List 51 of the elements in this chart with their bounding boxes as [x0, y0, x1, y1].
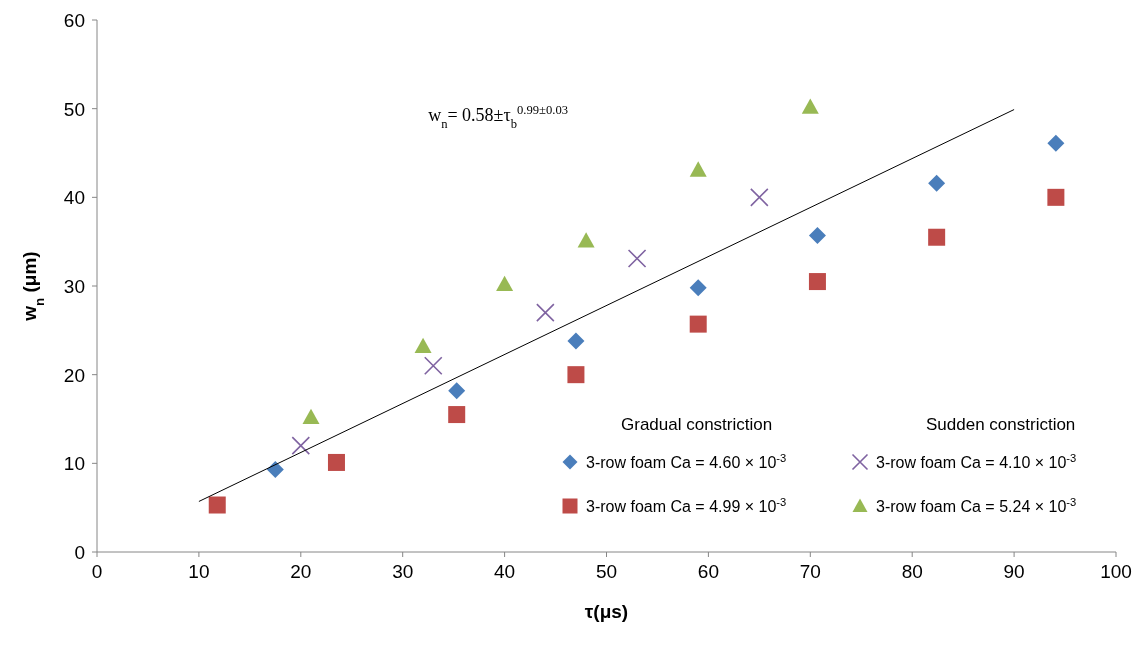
point — [750, 188, 769, 207]
point — [208, 496, 226, 514]
point — [266, 461, 284, 479]
point — [808, 226, 826, 244]
point — [1047, 134, 1065, 152]
point — [423, 356, 443, 376]
x-tick-label: 40 — [494, 561, 516, 582]
x-tick-label: 20 — [290, 561, 312, 582]
x-tick-label: 100 — [1100, 561, 1132, 582]
y-tick-label: 10 — [63, 453, 85, 475]
y-tick-label: 60 — [63, 10, 85, 31]
y-tick-label: 40 — [63, 187, 85, 209]
point — [327, 453, 345, 471]
point — [536, 303, 555, 322]
x-tick-label: 50 — [595, 561, 618, 582]
legend-label: 3-row foam Ca = 4.99 × 10$^{-3}$ — [586, 496, 787, 515]
point — [448, 382, 466, 400]
point — [627, 249, 647, 268]
point — [414, 337, 432, 354]
annotation: Sudden constriction — [926, 415, 1076, 434]
point — [689, 161, 707, 177]
x-tick-label: 0 — [91, 561, 103, 582]
x-tick-label: 30 — [392, 561, 414, 582]
point — [448, 406, 466, 424]
annotation: Gradual constriction — [621, 415, 773, 434]
x-tick-label: 10 — [188, 561, 210, 582]
point — [496, 275, 514, 292]
point — [689, 315, 707, 333]
legend-label: 3-row foam Ca = 4.60 × 10$^{-3}$ — [586, 452, 787, 471]
y-tick-label: 20 — [63, 364, 85, 386]
x-tick-label: 60 — [697, 561, 719, 582]
y-tick-label: 0 — [74, 542, 85, 563]
point — [302, 408, 320, 425]
point — [808, 273, 826, 291]
x-tick-label: 80 — [901, 561, 923, 582]
point — [1047, 188, 1065, 206]
point — [567, 332, 585, 350]
legend-label: 3-row foam Ca = 5.24 × 10$^{-3}$ — [876, 496, 1077, 515]
x-tick-label: 90 — [1003, 561, 1025, 582]
point — [801, 98, 819, 114]
point — [291, 436, 311, 455]
point — [689, 279, 707, 297]
legend-label: 3-row foam Ca = 4.10 × 10$^{-3}$ — [876, 452, 1077, 471]
y-tick-label: 50 — [63, 98, 85, 120]
y-tick-label: 30 — [63, 276, 85, 297]
x-axis-title: τ(μs) — [584, 601, 629, 622]
point — [567, 366, 585, 384]
x-tick-label: 70 — [799, 561, 821, 582]
point — [577, 232, 595, 248]
point — [928, 228, 946, 246]
point — [928, 174, 946, 192]
